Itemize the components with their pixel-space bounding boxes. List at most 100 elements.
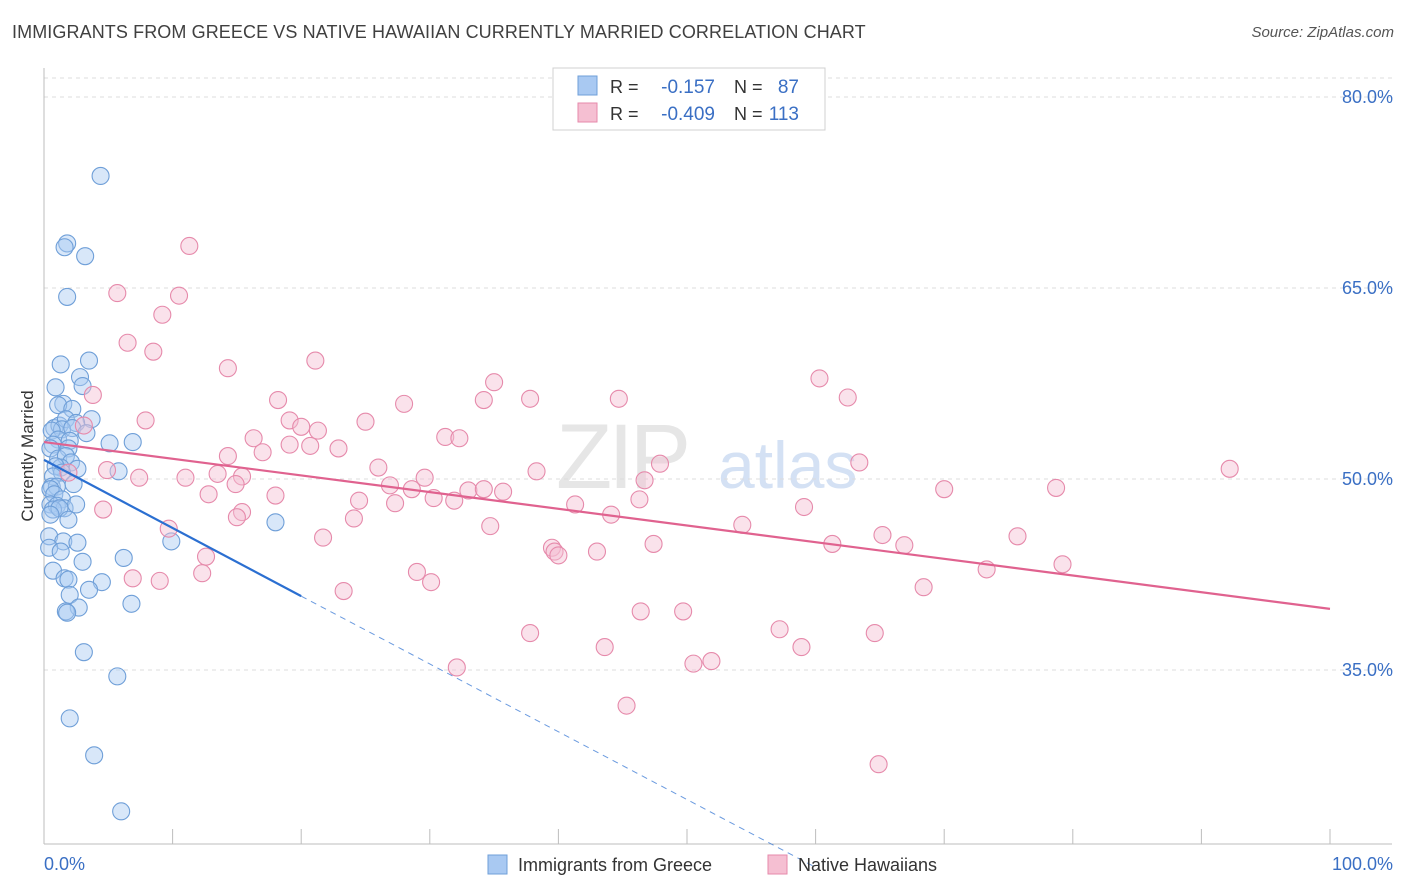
point-blue-71 (74, 643, 93, 662)
point-blue-47 (67, 495, 86, 514)
point-blue-5 (79, 351, 99, 370)
legend-r-label-blue: R = (610, 77, 639, 97)
point-pink-5 (144, 342, 163, 361)
point-pink-85 (150, 571, 169, 590)
point-blue-59 (114, 548, 133, 567)
point-blue-9 (73, 376, 92, 396)
point-blue-3 (76, 247, 95, 266)
axes (43, 68, 1392, 845)
point-pink-82 (407, 562, 426, 582)
stats-legend: R = -0.157 N = 87 R = -0.409 N = 113 (552, 67, 826, 131)
point-blue-60 (73, 552, 92, 571)
point-pink-44 (226, 475, 245, 494)
point-pink-50 (935, 480, 954, 499)
point-pink-6 (306, 351, 325, 370)
point-blue-26 (100, 434, 119, 453)
point-blue-0 (91, 166, 110, 185)
point-pink-76 (549, 546, 568, 565)
point-pink-73 (895, 536, 914, 555)
point-blue-75 (112, 802, 131, 821)
point-pink-97 (702, 652, 721, 671)
point-pink-27 (301, 436, 320, 455)
point-pink-23 (244, 429, 263, 448)
point-pink-28 (329, 439, 348, 458)
source-label: Source: ZipAtlas.com (1251, 24, 1394, 41)
point-pink-72 (644, 534, 663, 553)
point-blue-73 (60, 709, 79, 728)
point-pink-92 (770, 620, 789, 639)
point-pink-18 (356, 412, 375, 431)
point-blue-70 (58, 603, 77, 622)
point-pink-71 (1008, 527, 1027, 546)
point-pink-49 (494, 482, 513, 501)
chart-title: IMMIGRANTS FROM GREECE VS NATIVE HAWAIIA… (12, 22, 866, 42)
point-blue-27 (123, 433, 142, 452)
trend-line-blue (43, 458, 302, 598)
point-pink-33 (1220, 459, 1239, 478)
legend-swatch-pink (577, 102, 598, 123)
y-tick-label-35: 35.0% (1342, 660, 1393, 680)
point-blue-12 (63, 399, 82, 419)
point-pink-38 (130, 468, 149, 487)
point-pink-66 (481, 517, 500, 536)
point-pink-64 (227, 508, 246, 527)
point-pink-2 (169, 286, 189, 305)
point-pink-24 (436, 427, 455, 447)
point-blue-48 (43, 500, 63, 519)
point-pink-83 (193, 564, 212, 583)
series-legend: Immigrants from Greece Native Hawaiians (487, 854, 937, 875)
point-pink-59 (630, 490, 649, 509)
point-pink-25 (450, 429, 469, 448)
point-blue-20 (42, 421, 61, 440)
point-pink-42 (415, 468, 434, 487)
legend-n-label-blue: N = (734, 77, 763, 97)
point-pink-52 (199, 485, 218, 504)
watermark-zip: ZIP (556, 406, 687, 508)
point-blue-35 (109, 462, 128, 481)
point-pink-21 (308, 421, 327, 440)
point-pink-0 (180, 236, 199, 256)
legend-r-value-pink: -0.409 (661, 104, 715, 125)
point-pink-43 (635, 471, 654, 490)
point-pink-89 (631, 602, 650, 621)
point-pink-31 (650, 454, 670, 473)
point-pink-10 (83, 385, 102, 405)
x-tick-label-min: 0.0% (44, 854, 85, 874)
watermark-atlas: atlas (718, 428, 857, 502)
point-blue-63 (59, 570, 78, 589)
legend-swatch-blue (577, 75, 598, 96)
point-pink-100 (869, 755, 888, 774)
point-pink-99 (617, 696, 636, 715)
legend-n-value-pink: 113 (769, 104, 799, 125)
point-pink-26 (280, 435, 299, 454)
point-blue-50 (41, 505, 60, 524)
stats-legend-box (552, 67, 826, 131)
point-pink-29 (253, 443, 272, 462)
point-pink-96 (684, 654, 703, 673)
trend-line-blue-extension (300, 595, 816, 868)
point-pink-47 (459, 481, 478, 500)
point-pink-81 (1053, 555, 1072, 574)
point-pink-84 (123, 569, 142, 588)
point-pink-40 (208, 464, 227, 483)
point-pink-22 (74, 416, 93, 435)
x-ticks (43, 829, 1331, 844)
point-pink-69 (314, 528, 333, 547)
point-pink-77 (587, 542, 607, 561)
trend-lines (43, 440, 1331, 868)
point-blue-55 (68, 533, 87, 552)
point-blue-74 (85, 746, 104, 765)
point-blue-51 (266, 513, 285, 532)
point-pink-51 (1047, 478, 1066, 497)
trend-line-pink (43, 440, 1331, 610)
point-pink-30 (218, 447, 237, 466)
y-tick-labels: 35.0% 50.0% 65.0% 80.0% (1342, 87, 1393, 680)
point-blue-44 (41, 495, 60, 514)
point-pink-95 (792, 638, 811, 657)
point-pink-7 (218, 359, 237, 378)
point-pink-98 (447, 658, 466, 677)
y-tick-label-80: 80.0% (1342, 87, 1393, 107)
point-pink-70 (873, 525, 892, 545)
point-pink-62 (232, 503, 252, 522)
